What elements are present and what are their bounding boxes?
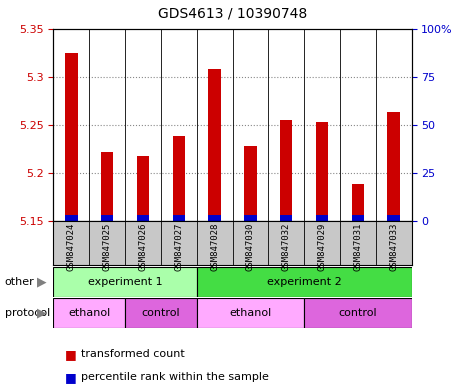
Bar	[137, 215, 149, 221]
Text: ▶: ▶	[37, 306, 47, 319]
Bar	[125, 298, 197, 328]
Bar	[304, 298, 412, 328]
Bar	[208, 215, 221, 221]
Bar	[101, 152, 113, 221]
Text: percentile rank within the sample: percentile rank within the sample	[81, 372, 269, 382]
Text: GDS4613 / 10390748: GDS4613 / 10390748	[158, 7, 307, 20]
Text: protocol: protocol	[5, 308, 50, 318]
Text: control: control	[339, 308, 377, 318]
Text: GSM847024: GSM847024	[67, 223, 76, 271]
Bar	[316, 122, 328, 221]
Text: GSM847030: GSM847030	[246, 223, 255, 271]
Bar	[173, 136, 185, 221]
Text: ▶: ▶	[37, 275, 47, 288]
Bar	[280, 120, 292, 221]
Bar	[244, 146, 257, 221]
Bar	[173, 215, 185, 221]
Bar	[53, 267, 197, 297]
Bar	[53, 298, 125, 328]
Text: GSM847028: GSM847028	[210, 223, 219, 271]
Text: GSM847033: GSM847033	[389, 223, 398, 271]
Text: experiment 1: experiment 1	[88, 277, 162, 287]
Bar	[244, 215, 257, 221]
Bar	[65, 215, 78, 221]
Bar	[387, 215, 400, 221]
Text: transformed count: transformed count	[81, 349, 185, 359]
Bar	[316, 215, 328, 221]
Text: other: other	[5, 277, 34, 287]
Bar	[352, 184, 364, 221]
Text: ethanol: ethanol	[229, 308, 272, 318]
Text: GSM847032: GSM847032	[282, 223, 291, 271]
Bar	[101, 215, 113, 221]
Text: ■: ■	[65, 371, 77, 384]
Text: GSM847029: GSM847029	[318, 223, 326, 271]
Bar	[208, 69, 221, 221]
Text: GSM847031: GSM847031	[353, 223, 362, 271]
Bar	[197, 298, 304, 328]
Bar	[352, 215, 364, 221]
Text: GSM847025: GSM847025	[103, 223, 112, 271]
Bar	[65, 53, 78, 221]
Bar	[280, 215, 292, 221]
Bar	[197, 267, 412, 297]
Bar	[137, 156, 149, 221]
Text: control: control	[141, 308, 180, 318]
Text: GSM847027: GSM847027	[174, 223, 183, 271]
Text: GSM847026: GSM847026	[139, 223, 147, 271]
Text: ethanol: ethanol	[68, 308, 110, 318]
Bar	[387, 112, 400, 221]
Text: ■: ■	[65, 348, 77, 361]
Text: experiment 2: experiment 2	[267, 277, 341, 287]
